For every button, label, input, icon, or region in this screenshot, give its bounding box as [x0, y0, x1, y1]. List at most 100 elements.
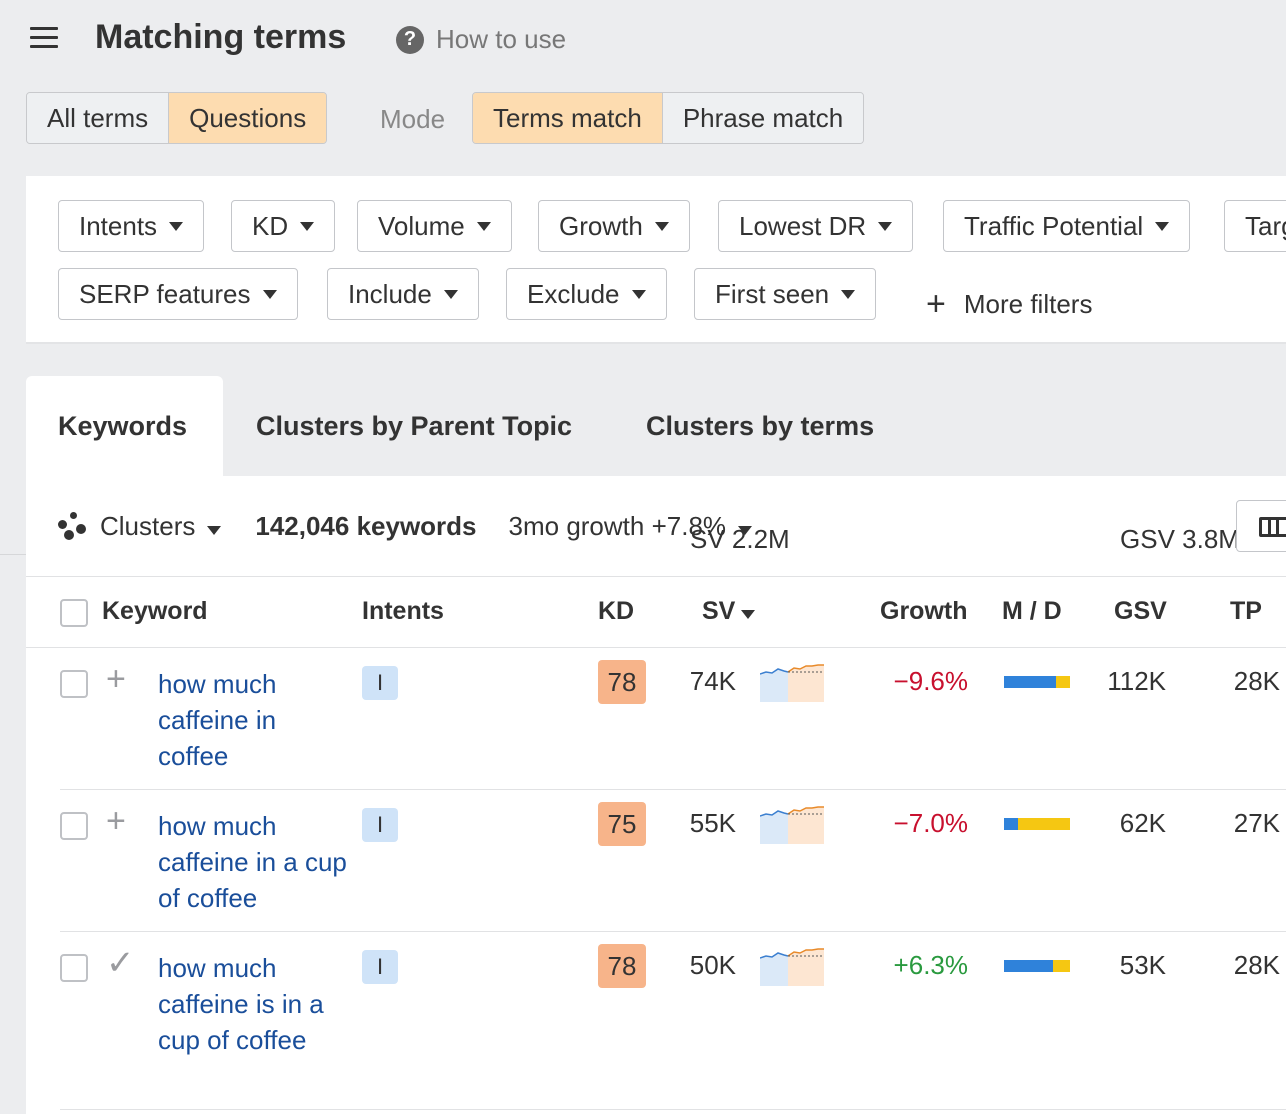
col-sv[interactable]: SV: [702, 597, 756, 626]
caret-down-icon: [476, 221, 491, 231]
select-all-checkbox[interactable]: [60, 599, 88, 627]
search-volume: 74K: [689, 666, 736, 696]
first-seen-filter[interactable]: First seen: [694, 268, 877, 320]
keyword-link[interactable]: how much caffeine in coffee: [158, 669, 277, 771]
mobile-share: [1004, 676, 1057, 688]
keywords-panel: Clusters 142,046 keywords SV 2.2M GSV 3.…: [26, 476, 1286, 1114]
kd-filter[interactable]: KD: [231, 200, 336, 252]
col-tp[interactable]: TP: [1230, 597, 1262, 625]
traffic-potential-filter[interactable]: Traffic Potential: [943, 200, 1191, 252]
volume-filter[interactable]: Volume: [357, 200, 512, 252]
kd-badge: 75: [598, 802, 646, 846]
mobile-share: [1004, 818, 1018, 830]
table-header: Keyword Intents KD SV Growth M / D GSV T…: [26, 576, 1286, 648]
growth-value: +6.3%: [893, 950, 968, 980]
caret-down-icon: [300, 221, 315, 231]
plus-icon: +: [926, 285, 946, 323]
kd-badge: 78: [598, 944, 646, 988]
caret-down-icon: [443, 289, 458, 299]
mobile-desktop-bar: [1004, 960, 1070, 972]
traffic-potential: 28K: [1233, 666, 1280, 696]
intent-badge: I: [362, 808, 398, 842]
caret-down-icon: [262, 289, 277, 299]
search-volume: 55K: [689, 808, 736, 838]
growth-dropdown[interactable]: 3mo growth +7.8%: [509, 511, 753, 542]
caret-down-icon: [878, 221, 893, 231]
plus-icon[interactable]: +: [106, 660, 126, 698]
table-row: ✓ how much caffeine is in a cup of coffee…: [60, 932, 1286, 1110]
desktop-share: [1056, 676, 1070, 688]
tab-clusters-by-terms[interactable]: Clusters by terms: [646, 410, 875, 441]
row-checkbox[interactable]: [60, 954, 88, 982]
mobile-share: [1004, 960, 1053, 972]
page-title: Matching terms: [95, 18, 347, 56]
summary-bar: Clusters 142,046 keywords SV 2.2M GSV 3.…: [58, 506, 1240, 554]
serp-features-filter[interactable]: SERP features: [58, 268, 298, 320]
col-keyword[interactable]: Keyword: [102, 597, 208, 625]
how-to-use-label: How to use: [436, 24, 567, 54]
filter-panel: Intents KD Volume Growth Lowest DR Traff…: [26, 176, 1286, 344]
clusters-dropdown[interactable]: Clusters: [100, 511, 222, 542]
mobile-desktop-bar: [1004, 676, 1070, 688]
traffic-potential: 28K: [1233, 950, 1280, 980]
caret-down-icon: [654, 221, 669, 231]
col-gsv[interactable]: GSV: [1114, 597, 1167, 625]
global-search-volume: 112K: [1107, 666, 1166, 696]
table-row: + how much caffeine in coffee I 78 74K −9.6% 1…: [60, 648, 1286, 790]
total-gsv: GSV 3.8M: [1120, 524, 1240, 554]
intent-badge: I: [362, 950, 398, 984]
mobile-desktop-bar: [1004, 818, 1070, 830]
questions-option[interactable]: Questions: [168, 93, 327, 143]
columns-icon: [1259, 517, 1286, 537]
keyword-link[interactable]: how much caffeine in a cup of coffee: [158, 811, 347, 913]
check-icon[interactable]: ✓: [106, 944, 135, 982]
col-growth[interactable]: Growth: [880, 597, 968, 625]
table-row: + how much caffeine in a cup of coffee I 75…: [60, 790, 1286, 932]
row-checkbox[interactable]: [60, 670, 88, 698]
target-filter[interactable]: Target: [1224, 200, 1286, 252]
caret-down-icon: [207, 525, 222, 535]
intent-badge: I: [362, 666, 398, 700]
global-search-volume: 62K: [1119, 808, 1166, 838]
desktop-share: [1052, 960, 1070, 972]
help-icon: ?: [396, 25, 424, 54]
col-intents[interactable]: Intents: [362, 597, 444, 625]
how-to-use-link[interactable]: ? How to use: [396, 24, 566, 55]
search-volume: 50K: [689, 950, 736, 980]
menu-icon[interactable]: [30, 27, 58, 49]
growth-filter[interactable]: Growth: [538, 200, 690, 252]
row-checkbox[interactable]: [60, 812, 88, 840]
mode-toggle: Terms match Phrase match: [472, 92, 865, 144]
columns-button[interactable]: [1236, 500, 1286, 552]
global-search-volume: 53K: [1119, 950, 1166, 980]
divider: [0, 554, 26, 555]
term-type-toggle: All terms Questions: [26, 92, 328, 144]
traffic-potential: 27K: [1233, 808, 1280, 838]
include-filter[interactable]: Include: [327, 268, 479, 320]
lowest-dr-filter[interactable]: Lowest DR: [718, 200, 914, 252]
plus-icon[interactable]: +: [106, 802, 126, 840]
tab-clusters-by-parent-topic[interactable]: Clusters by Parent Topic: [256, 410, 573, 441]
intents-filter[interactable]: Intents: [58, 200, 205, 252]
caret-down-icon: [841, 289, 856, 299]
volume-trend-sparkline: [760, 948, 824, 986]
volume-trend-sparkline: [760, 664, 824, 702]
caret-down-icon: [631, 289, 646, 299]
mode-label: Mode: [380, 104, 446, 134]
more-filters-button[interactable]: + More filters: [926, 285, 1093, 323]
desktop-share: [1017, 818, 1070, 830]
phrase-match-option[interactable]: Phrase match: [661, 93, 864, 143]
keyword-link[interactable]: how much caffeine is in a cup of coffee: [158, 953, 324, 1055]
tab-keywords[interactable]: Keywords: [26, 376, 223, 476]
volume-trend-sparkline: [760, 806, 824, 844]
terms-match-option[interactable]: Terms match: [473, 93, 662, 143]
caret-down-icon: [738, 525, 753, 535]
caret-down-icon: [1155, 221, 1170, 231]
exclude-filter[interactable]: Exclude: [506, 268, 667, 320]
col-md[interactable]: M / D: [1002, 597, 1062, 625]
clusters-icon: [58, 512, 86, 540]
growth-value: −7.0%: [893, 808, 968, 838]
kd-badge: 78: [598, 660, 646, 704]
all-terms-option[interactable]: All terms: [27, 93, 169, 143]
col-kd[interactable]: KD: [598, 597, 635, 625]
